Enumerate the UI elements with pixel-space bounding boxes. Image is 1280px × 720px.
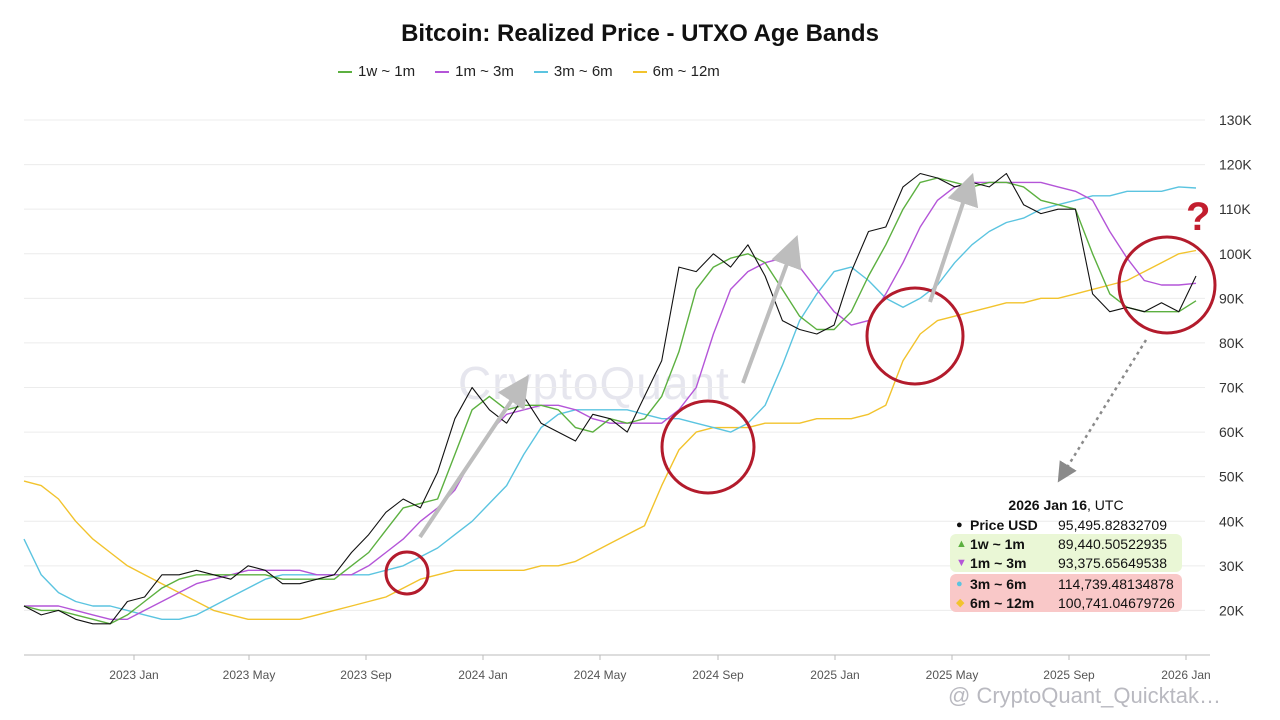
tooltip-row-3m-6m: ● 3m ~ 6m 114,739.48134878	[950, 574, 1182, 593]
legend-label: 1w ~ 1m	[358, 63, 416, 80]
tooltip-label: 1w ~ 1m	[970, 535, 1025, 552]
trend-arrow	[741, 234, 802, 384]
y-tick-label: 50K	[1219, 469, 1245, 485]
triangle-down-icon: ▼	[956, 556, 967, 569]
y-axis-ticks: 130K 120K 110K 100K 90K 80K 70K 60K 50K 40K 30K 20K	[1219, 112, 1252, 618]
legend-item-1w-1m[interactable]: 1w ~ 1m	[338, 63, 415, 80]
tooltip-value: 95,495.82832709	[1058, 516, 1167, 533]
tooltip-label: 3m ~ 6m	[970, 575, 1027, 592]
question-mark: ?	[1186, 195, 1211, 239]
highlight-circle	[384, 550, 430, 596]
tooltip-group-short: ▲ 1w ~ 1m 89,440.50522935 ▼ 1m ~ 3m 93,3…	[950, 534, 1182, 572]
triangle-up-icon: ▲	[956, 537, 967, 550]
x-axis-ticks: 2023 Jan 2023 May 2023 Sep 2024 Jan 2024 May…	[109, 655, 1211, 682]
annotations	[384, 172, 1217, 596]
x-tick-label: 2026 Jan	[1161, 668, 1210, 682]
y-tick-label: 30K	[1219, 558, 1245, 574]
series-lines	[23, 172, 1197, 625]
tooltip-value: 89,440.50522935	[1058, 535, 1167, 552]
tooltip-value: 114,739.48134878	[1058, 575, 1174, 592]
tooltip-row-price: ● Price USD 95,495.82832709	[950, 515, 1182, 534]
legend-label: 3m ~ 6m	[553, 63, 613, 80]
trend-arrow	[418, 374, 529, 539]
tooltip-label: 1m ~ 3m	[970, 554, 1027, 571]
x-tick-label: 2024 Jan	[458, 668, 507, 682]
x-tick-label: 2025 Jan	[810, 668, 859, 682]
y-tick-label: 130K	[1219, 112, 1252, 128]
tooltip-label: Price USD	[970, 516, 1038, 533]
dotted-arrow	[1057, 339, 1148, 483]
highlight-circle	[1117, 235, 1217, 335]
tooltip-label: 6m ~ 12m	[970, 594, 1035, 611]
tooltip-row-1m-3m: ▼ 1m ~ 3m 93,375.65649538	[950, 553, 1182, 572]
y-tick-label: 80K	[1219, 335, 1245, 351]
tooltip-timezone: , UTC	[1087, 497, 1124, 513]
dot-icon: ●	[956, 518, 963, 531]
series-line-price-usd	[23, 172, 1197, 625]
legend-swatch	[338, 70, 352, 73]
y-tick-label: 120K	[1219, 157, 1252, 173]
legend-item-3m-6m[interactable]: 3m ~ 6m	[533, 63, 613, 80]
highlight-circle	[660, 399, 756, 495]
legend-swatch	[632, 70, 647, 73]
tooltip-row-6m-12m: ◆ 6m ~ 12m 100,741.04679726	[950, 593, 1182, 612]
dot-icon: ●	[956, 577, 963, 590]
y-tick-label: 40K	[1219, 513, 1245, 529]
chart-title: Bitcoin: Realized Price - UTXO Age Bands	[401, 20, 879, 47]
y-tick-label: 110K	[1219, 201, 1251, 217]
series-line-6m-12m	[23, 249, 1197, 620]
y-tick-label: 90K	[1219, 290, 1245, 306]
y-tick-label: 20K	[1219, 602, 1245, 618]
legend: 1w ~ 1m 1m ~ 3m 3m ~ 6m 6m ~ 12m	[338, 63, 720, 80]
x-tick-label: 2024 May	[574, 668, 627, 682]
x-tick-label: 2023 Sep	[340, 668, 392, 682]
legend-item-1m-3m[interactable]: 1m ~ 3m	[435, 63, 514, 80]
x-tick-label: 2023 Jan	[109, 668, 158, 682]
legend-swatch	[533, 70, 548, 73]
y-tick-label: 60K	[1219, 424, 1245, 440]
trend-arrow	[928, 172, 979, 303]
legend-swatch	[435, 70, 450, 73]
diamond-icon: ◆	[956, 597, 965, 609]
x-tick-label: 2025 May	[926, 668, 979, 682]
gridlines	[24, 119, 1210, 656]
series-line-3m-6m	[23, 186, 1197, 620]
y-tick-label: 100K	[1219, 246, 1252, 262]
tooltip-date: 2026 Jan 16, UTC	[950, 497, 1182, 513]
y-tick-label: 70K	[1219, 380, 1245, 396]
highlight-circle	[865, 286, 965, 386]
legend-label: 6m ~ 12m	[652, 63, 720, 80]
tooltip-value: 93,375.65649538	[1058, 554, 1167, 571]
credit-text: @ CryptoQuant_Quicktak…	[948, 683, 1221, 708]
x-tick-label: 2023 May	[223, 668, 276, 682]
tooltip-row-1w-1m: ▲ 1w ~ 1m 89,440.50522935	[950, 534, 1182, 553]
x-tick-label: 2025 Sep	[1043, 668, 1095, 682]
legend-label: 1m ~ 3m	[455, 63, 514, 80]
tooltip-value: 100,741.04679726	[1058, 594, 1175, 611]
tooltip: 2026 Jan 16, UTC ● Price USD 95,495.8283…	[950, 497, 1182, 612]
tooltip-group-long: ● 3m ~ 6m 114,739.48134878 ◆ 6m ~ 12m 10…	[950, 574, 1182, 612]
legend-item-6m-12m[interactable]: 6m ~ 12m	[632, 63, 720, 80]
x-tick-label: 2024 Sep	[692, 668, 744, 682]
tooltip-date-value: 2026 Jan 16	[1008, 497, 1088, 513]
